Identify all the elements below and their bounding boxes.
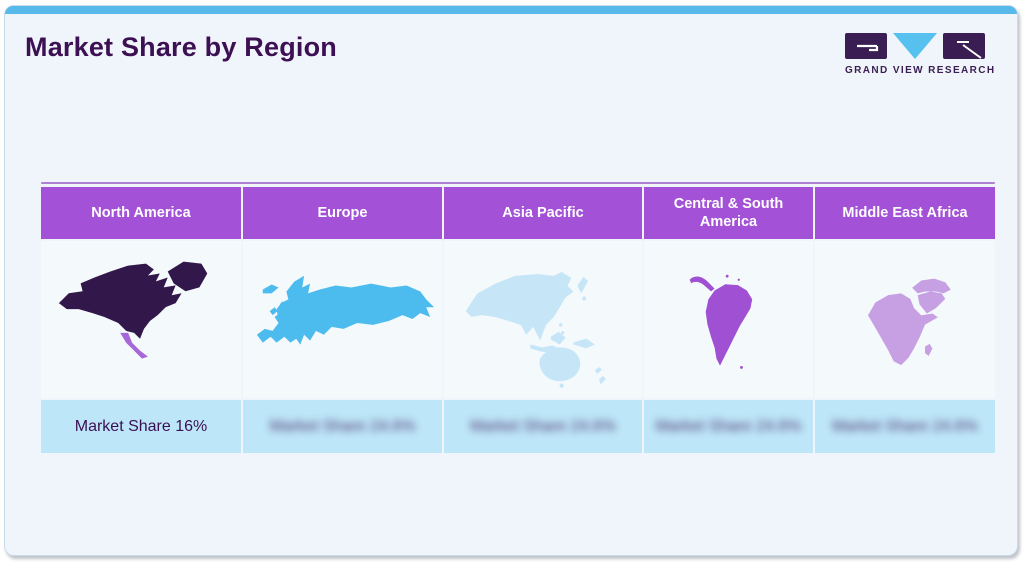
market-share-table: North America Europe Asia Pacific Centra… bbox=[41, 182, 995, 453]
map-cell-north-america bbox=[41, 241, 241, 398]
gvr-logo-icon bbox=[845, 33, 985, 59]
share-value-blurred: Market Share 24.6% bbox=[470, 417, 616, 435]
middle-east-africa-map-icon bbox=[868, 278, 951, 365]
north-america-map-icon bbox=[58, 261, 208, 359]
top-accent-bar bbox=[5, 6, 1017, 14]
share-value-blurred: Market Share 24.6% bbox=[832, 417, 978, 435]
map-cell-europe bbox=[243, 241, 442, 398]
logo-wordmark: GRAND VIEW RESEARCH bbox=[845, 65, 996, 76]
share-value: Market Share 16% bbox=[74, 417, 208, 435]
share-cell-central-south-america: Market Share 24.6% bbox=[644, 400, 813, 453]
share-cell-middle-east-africa: Market Share 24.6% bbox=[815, 400, 995, 453]
share-cell-asia-pacific: Market Share 24.6% bbox=[444, 400, 642, 453]
grand-view-research-logo: GRAND VIEW RESEARCH bbox=[845, 33, 996, 76]
header-europe: Europe bbox=[243, 187, 442, 239]
central-south-america-map-icon bbox=[690, 274, 753, 369]
header-middle-east-africa: Middle East Africa bbox=[815, 187, 995, 239]
asia-pacific-map-icon bbox=[465, 271, 606, 388]
table-map-row bbox=[41, 241, 995, 398]
header-north-america: North America bbox=[41, 187, 241, 239]
europe-map-icon bbox=[256, 275, 435, 345]
map-cell-asia-pacific bbox=[444, 241, 642, 398]
share-value-blurred: Market Share 24.6% bbox=[655, 417, 802, 435]
table-share-row: Market Share 16% Market Share 24.6% Mark… bbox=[41, 400, 995, 453]
map-cell-central-south-america bbox=[644, 241, 813, 398]
map-cell-middle-east-africa bbox=[815, 241, 995, 398]
table-top-border bbox=[41, 182, 995, 184]
content-card: Market Share by Region GRAND VIEW RESEAR… bbox=[4, 5, 1018, 556]
header-asia-pacific: Asia Pacific bbox=[444, 187, 642, 239]
table-header-row: North America Europe Asia Pacific Centra… bbox=[41, 187, 995, 239]
share-value-blurred: Market Share 24.6% bbox=[269, 417, 416, 435]
share-cell-europe: Market Share 24.6% bbox=[243, 400, 442, 453]
page-title: Market Share by Region bbox=[25, 32, 337, 62]
share-cell-north-america: Market Share 16% bbox=[41, 400, 241, 453]
header-central-south-america: Central & South America bbox=[644, 187, 813, 239]
